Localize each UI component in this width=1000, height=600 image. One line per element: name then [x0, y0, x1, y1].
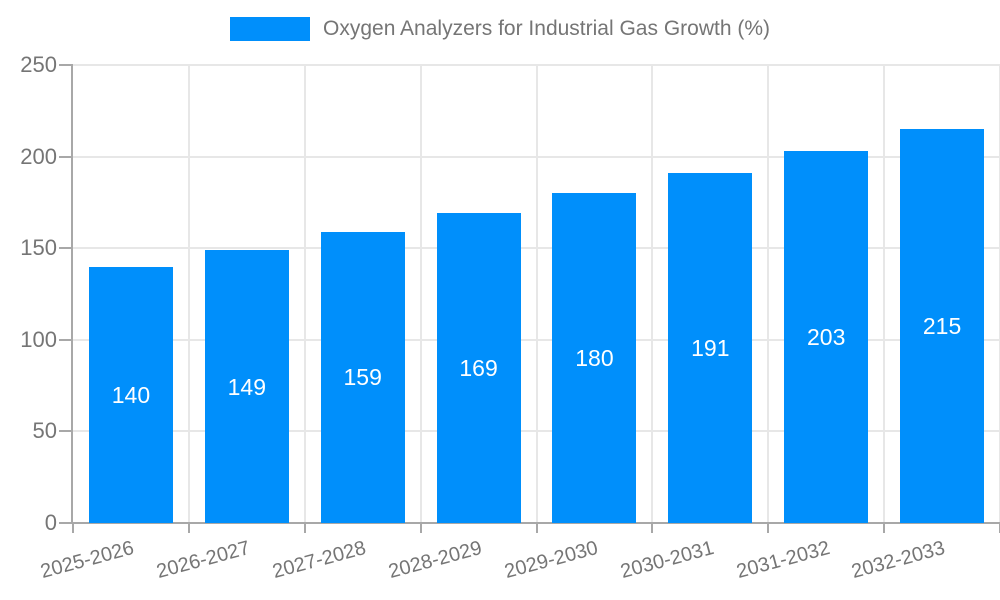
- bar-value-label: 191: [691, 335, 730, 362]
- y-axis-label: 0: [44, 510, 57, 535]
- y-axis-line: [71, 65, 73, 523]
- v-gridline: [883, 65, 886, 523]
- bar[interactable]: [320, 231, 405, 523]
- legend-label: Oxygen Analyzers for Industrial Gas Grow…: [323, 17, 770, 40]
- y-axis-tick: [59, 430, 73, 433]
- y-axis-tick: [59, 64, 73, 66]
- y-axis-label: 250: [20, 52, 57, 77]
- v-gridline: [535, 65, 538, 523]
- bar[interactable]: [900, 129, 985, 523]
- bar-value-label: 159: [343, 364, 382, 391]
- x-axis-tick: [419, 523, 422, 533]
- bar[interactable]: [552, 193, 637, 523]
- bar-value-label: 149: [227, 373, 266, 400]
- bar-value-label: 203: [807, 324, 846, 351]
- x-axis-label: 2032-2033: [849, 537, 948, 584]
- x-axis-tick: [883, 523, 886, 533]
- y-axis-label: 100: [20, 326, 57, 352]
- x-axis-label: 2025-2026: [38, 537, 137, 584]
- y-axis-tick: [59, 247, 73, 250]
- bar[interactable]: [88, 266, 173, 523]
- bar-value-label: 180: [575, 345, 614, 372]
- x-axis-tick: [535, 523, 538, 533]
- y-axis-label: 200: [20, 143, 57, 169]
- legend-swatch: [230, 17, 310, 41]
- bar-value-label: 215: [922, 313, 962, 340]
- bar[interactable]: [436, 213, 521, 523]
- x-axis-tick: [651, 523, 654, 533]
- x-axis-tick: [303, 523, 306, 533]
- bar[interactable]: [668, 173, 753, 523]
- y-axis-label: 150: [20, 235, 57, 261]
- bar[interactable]: [204, 250, 289, 523]
- x-axis-line: [59, 522, 1000, 524]
- x-axis-tick: [187, 523, 190, 533]
- v-gridline: [767, 65, 770, 523]
- bar-value-label: 169: [459, 355, 498, 382]
- chart-legend[interactable]: Oxygen Analyzers for Industrial Gas Grow…: [0, 17, 1000, 41]
- x-axis-label: 2028-2029: [386, 537, 485, 584]
- v-gridline: [187, 65, 190, 523]
- x-axis-tick: [767, 523, 770, 533]
- y-axis-label: 50: [32, 418, 57, 444]
- x-axis-label: 2029-2030: [502, 537, 601, 584]
- x-axis-label: 2026-2027: [154, 537, 253, 584]
- bar-value-label: 140: [111, 381, 151, 408]
- x-axis-label: 2030-2031: [617, 537, 717, 584]
- v-gridline: [419, 65, 422, 523]
- x-axis-label: 2027-2028: [270, 537, 369, 584]
- x-axis-label: 2031-2032: [733, 537, 832, 584]
- y-axis-tick: [59, 155, 73, 158]
- v-gridline: [303, 65, 306, 523]
- y-axis-tick: [59, 338, 73, 341]
- v-gridline: [651, 65, 654, 523]
- bar[interactable]: [784, 151, 869, 523]
- x-axis-tick: [72, 523, 74, 533]
